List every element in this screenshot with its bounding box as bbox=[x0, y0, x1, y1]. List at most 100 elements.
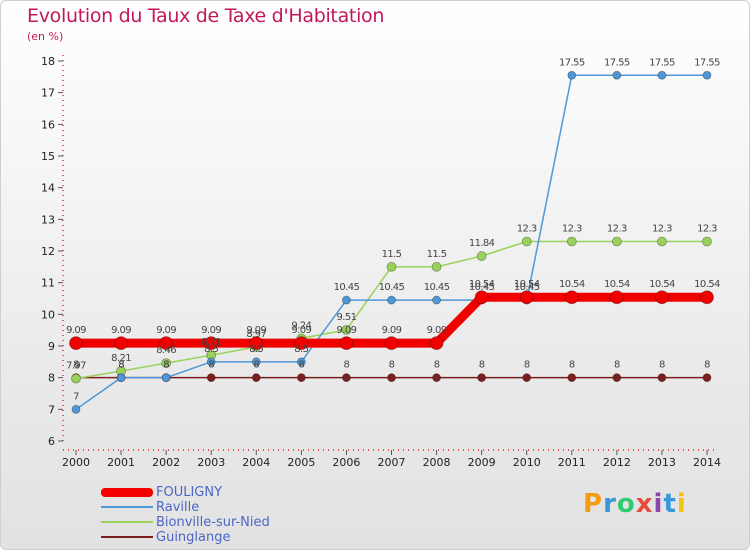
data-point-raville bbox=[296, 357, 306, 367]
data-point-guinglange bbox=[387, 373, 396, 383]
legend-swatch-guinglange bbox=[101, 536, 153, 538]
y-tick-label: 6 bbox=[48, 435, 55, 448]
data-point-guinglange bbox=[432, 373, 441, 383]
x-tick-label: 2014 bbox=[693, 456, 721, 469]
y-tick-label: 12 bbox=[41, 245, 55, 258]
data-point-fouligny bbox=[700, 290, 714, 305]
data-point-fouligny bbox=[474, 290, 489, 305]
data-point-fouligny bbox=[249, 336, 264, 351]
data-point-bionville-sur-nied bbox=[476, 251, 487, 261]
data-label-guinglange: 8 bbox=[479, 360, 485, 371]
data-label-bionville-sur-nied: 7.97 bbox=[66, 361, 86, 372]
data-label-raville: 10.45 bbox=[514, 282, 540, 293]
data-label-raville: 7 bbox=[73, 391, 79, 402]
data-point-fouligny bbox=[609, 290, 624, 305]
data-label-fouligny: 10.54 bbox=[469, 279, 495, 290]
logo-letter: P bbox=[583, 489, 604, 519]
data-label-raville: 10.45 bbox=[469, 282, 495, 293]
y-tick-label: 14 bbox=[41, 182, 55, 195]
data-point-raville bbox=[567, 70, 577, 80]
logo-letter: o bbox=[616, 489, 636, 519]
data-label-fouligny: 10.54 bbox=[514, 279, 540, 290]
data-label-guinglange: 8 bbox=[298, 360, 304, 371]
logo-letter: i bbox=[653, 489, 664, 519]
x-tick-label: 2013 bbox=[648, 456, 676, 469]
data-point-fouligny bbox=[159, 336, 174, 351]
data-point-fouligny bbox=[69, 336, 83, 351]
data-label-bionville-sur-nied: 11.5 bbox=[382, 249, 402, 260]
data-label-fouligny: 10.54 bbox=[559, 279, 585, 290]
x-tick-label: 2003 bbox=[197, 456, 225, 469]
data-point-raville bbox=[387, 295, 396, 305]
data-point-fouligny bbox=[204, 336, 219, 351]
y-tick-label: 18 bbox=[41, 55, 55, 68]
data-point-guinglange bbox=[206, 373, 216, 383]
data-point-fouligny bbox=[519, 290, 534, 305]
data-point-bionville-sur-nied bbox=[71, 373, 81, 384]
data-point-guinglange bbox=[342, 373, 351, 383]
data-point-bionville-sur-nied bbox=[386, 261, 397, 272]
data-label-raville: 17.55 bbox=[694, 57, 720, 68]
data-label-raville: 17.55 bbox=[649, 57, 675, 68]
data-label-raville: 17.55 bbox=[559, 57, 585, 68]
data-point-bionville-sur-nied bbox=[611, 236, 622, 247]
legend-swatch-bionville bbox=[101, 521, 153, 523]
data-label-bionville-sur-nied: 9.51 bbox=[336, 312, 356, 323]
logo-letter: t bbox=[663, 489, 677, 519]
data-point-raville bbox=[71, 404, 81, 414]
data-point-bionville-sur-nied bbox=[431, 261, 442, 272]
data-label-fouligny: 9.09 bbox=[427, 325, 447, 336]
x-tick-label: 2004 bbox=[242, 456, 270, 469]
x-tick-label: 2001 bbox=[107, 456, 135, 469]
data-label-fouligny: 10.54 bbox=[649, 279, 675, 290]
data-label-guinglange: 8 bbox=[524, 360, 530, 371]
logo-letter: x bbox=[635, 489, 654, 519]
data-point-bionville-sur-nied bbox=[341, 324, 352, 335]
data-label-bionville-sur-nied: 12.3 bbox=[697, 224, 717, 235]
y-tick-label: 11 bbox=[41, 277, 55, 290]
data-label-bionville-sur-nied: 8.21 bbox=[111, 353, 131, 364]
data-label-raville: 17.55 bbox=[604, 57, 630, 68]
data-point-bionville-sur-nied bbox=[702, 236, 712, 247]
data-point-fouligny bbox=[655, 290, 669, 305]
data-label-guinglange: 8 bbox=[659, 360, 665, 371]
data-point-guinglange bbox=[296, 373, 306, 383]
data-label-fouligny: 9.09 bbox=[382, 325, 402, 336]
legend-label-fouligny: FOULIGNY bbox=[156, 485, 223, 500]
data-label-guinglange: 8 bbox=[73, 360, 79, 371]
data-point-guinglange bbox=[251, 373, 261, 383]
data-label-guinglange: 8 bbox=[704, 360, 710, 371]
y-tick-label: 15 bbox=[41, 150, 55, 163]
data-point-bionville-sur-nied bbox=[521, 236, 532, 247]
x-tick-label: 2000 bbox=[62, 456, 90, 469]
data-label-fouligny: 9.09 bbox=[246, 325, 266, 336]
data-point-raville bbox=[612, 70, 622, 80]
data-label-raville: 10.45 bbox=[334, 282, 360, 293]
y-tick-label: 13 bbox=[41, 213, 55, 226]
data-point-raville bbox=[206, 357, 216, 367]
x-tick-label: 2007 bbox=[378, 456, 406, 469]
data-label-guinglange: 8 bbox=[118, 360, 124, 371]
data-label-fouligny: 9.09 bbox=[66, 325, 86, 336]
legend-label-raville: Raville bbox=[156, 500, 200, 515]
x-tick-label: 2010 bbox=[513, 456, 541, 469]
data-label-fouligny: 9.09 bbox=[291, 325, 311, 336]
x-tick-label: 2009 bbox=[468, 456, 496, 469]
data-point-guinglange bbox=[477, 373, 487, 383]
data-point-raville bbox=[161, 373, 171, 383]
data-point-fouligny bbox=[294, 336, 309, 351]
data-point-guinglange bbox=[612, 373, 622, 383]
data-point-raville bbox=[116, 373, 126, 383]
data-point-fouligny bbox=[384, 336, 399, 351]
data-point-bionville-sur-nied bbox=[566, 236, 577, 247]
data-point-raville bbox=[702, 70, 712, 80]
data-point-fouligny bbox=[564, 290, 579, 305]
data-label-bionville-sur-nied: 12.3 bbox=[517, 224, 537, 235]
data-label-bionville-sur-nied: 9.24 bbox=[291, 320, 311, 331]
x-tick-label: 2008 bbox=[423, 456, 451, 469]
x-tick-label: 2002 bbox=[152, 456, 180, 469]
y-tick-label: 9 bbox=[48, 340, 55, 353]
x-tick-label: 2012 bbox=[603, 456, 631, 469]
data-label-raville: 8 bbox=[163, 360, 169, 371]
